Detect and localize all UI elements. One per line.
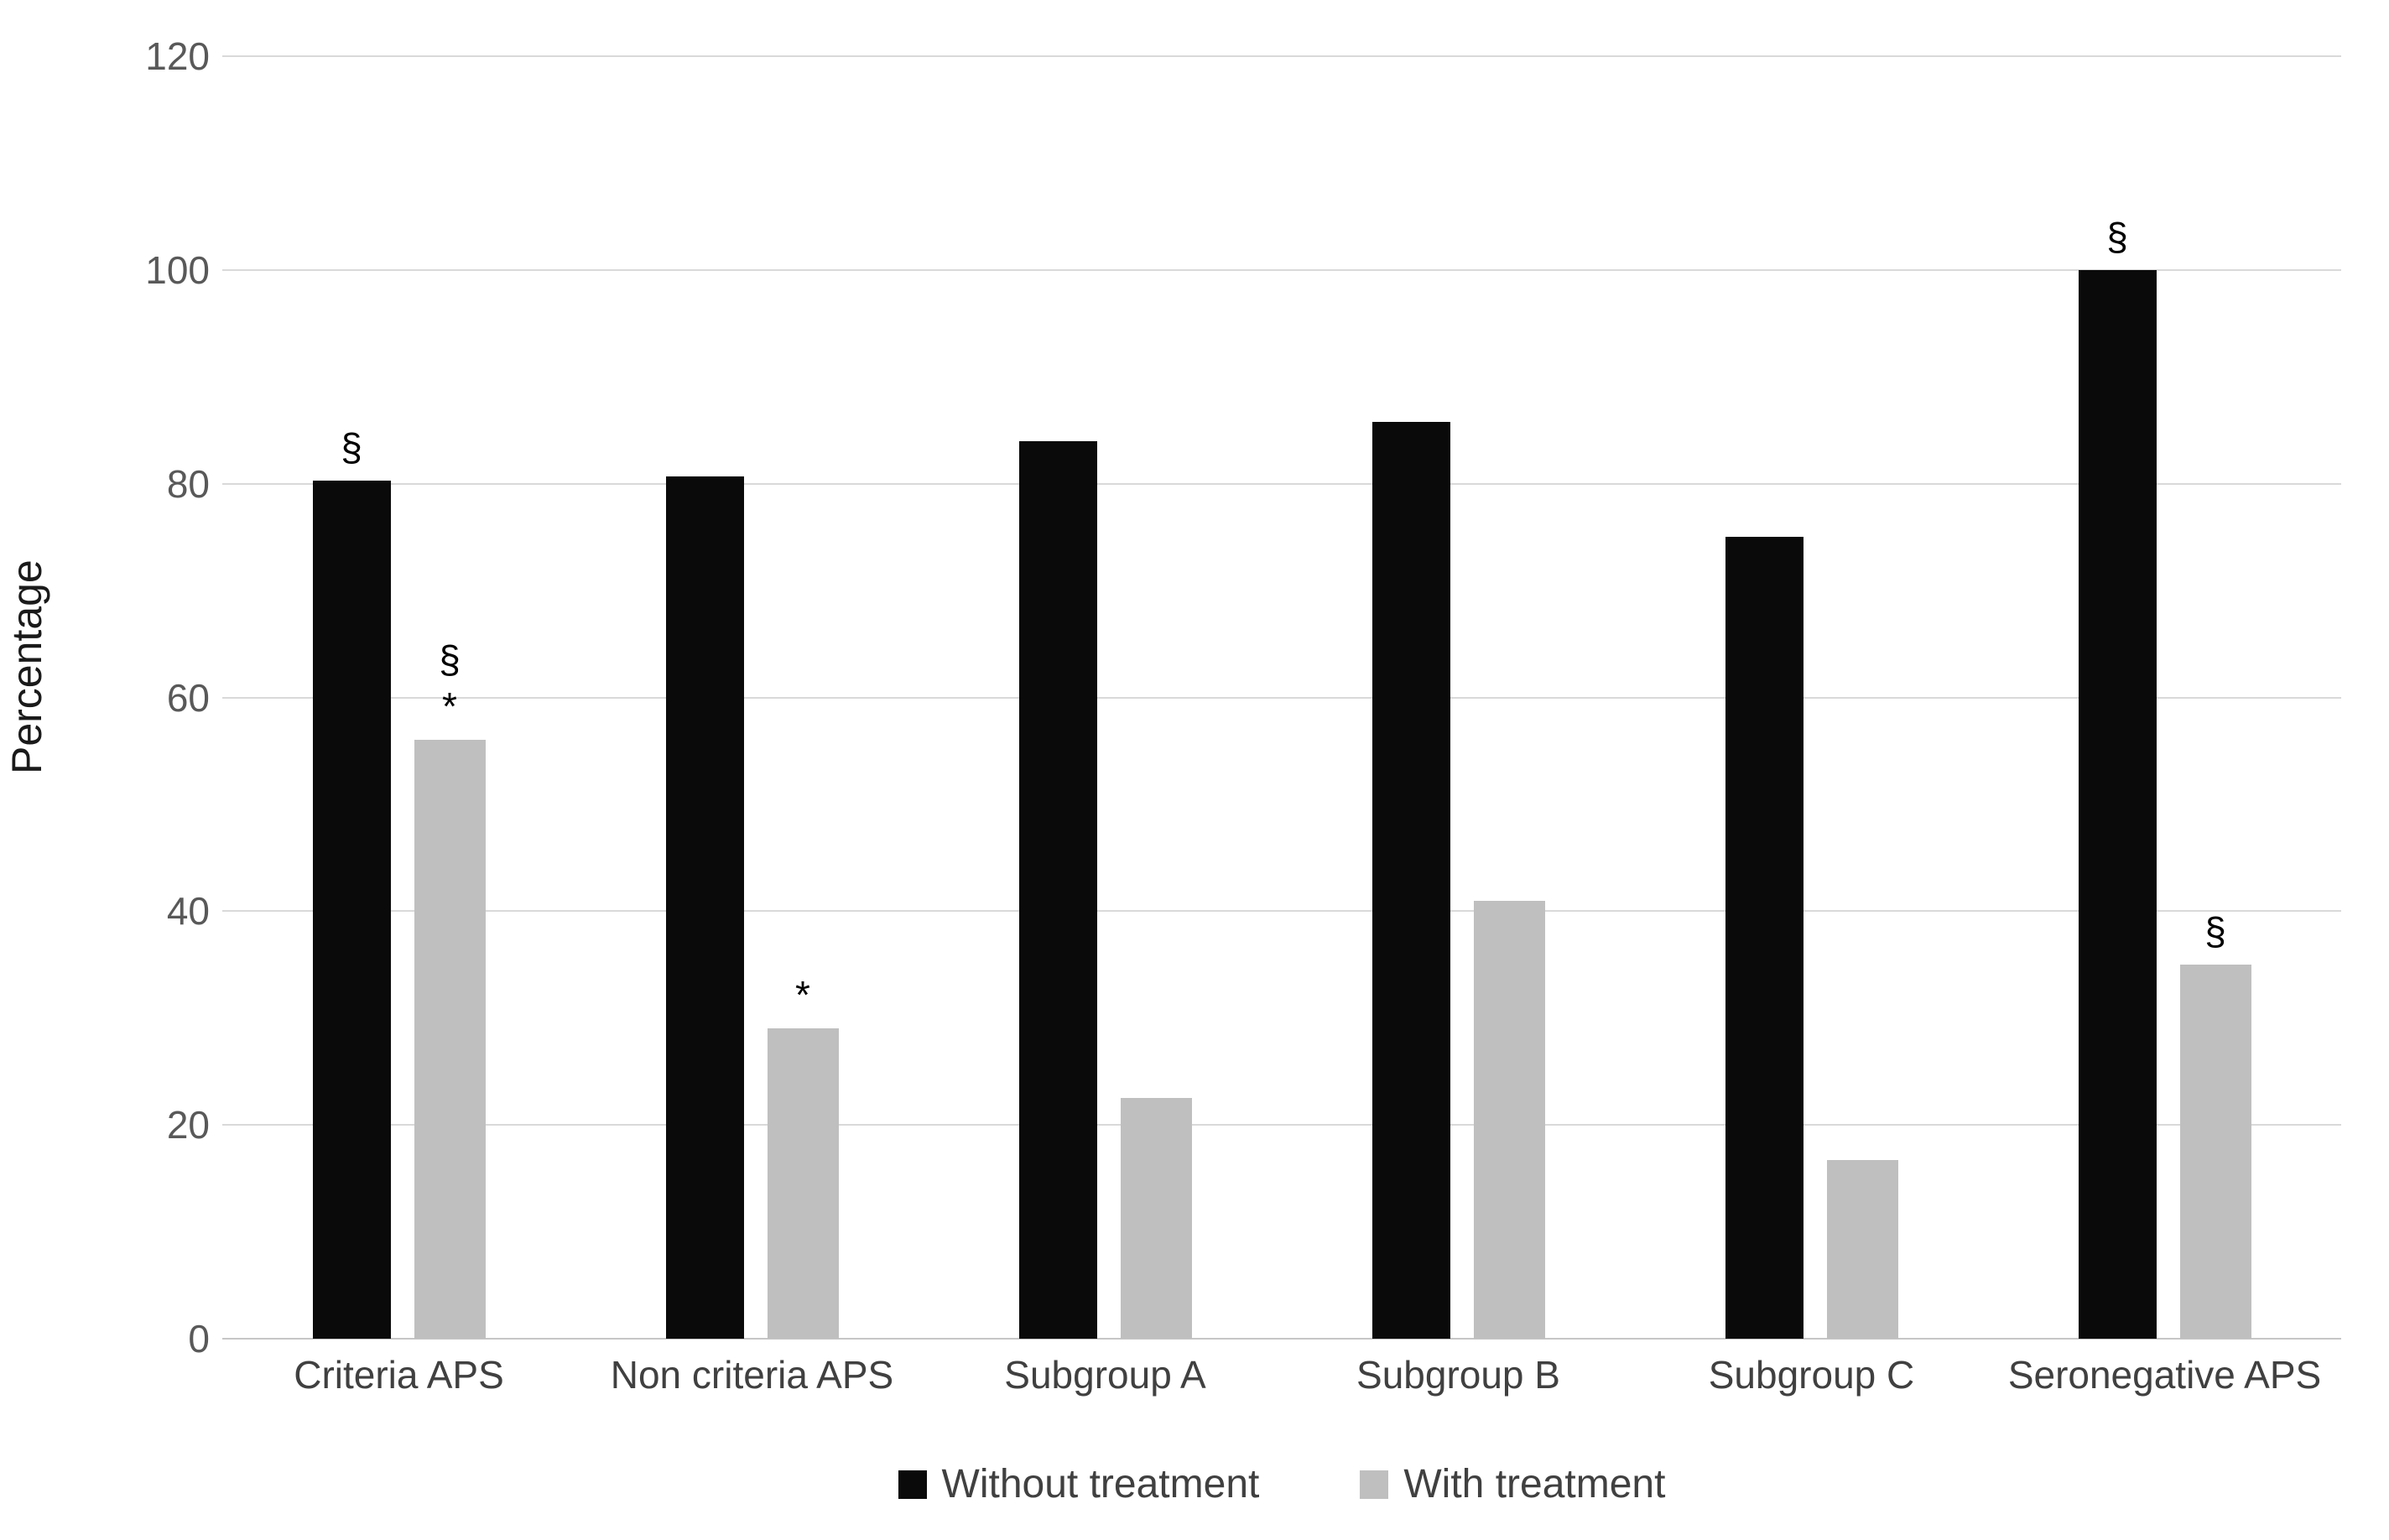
bars-layer: § § * * § § bbox=[222, 56, 2341, 1339]
x-category-label-1: Non criteria APS bbox=[610, 1353, 894, 1397]
bar-rect bbox=[1018, 441, 1097, 1339]
significance-symbols: § bbox=[2204, 908, 2226, 955]
bar-pair bbox=[1371, 422, 1545, 1339]
legend-item-with-treatment: With treatment bbox=[1360, 1461, 1665, 1507]
significance-symbols: § * bbox=[439, 636, 461, 730]
significance-symbols: § bbox=[341, 424, 362, 471]
gridline-20 bbox=[222, 1124, 2341, 1126]
bar-rect bbox=[1473, 901, 1545, 1339]
gridline-60 bbox=[222, 696, 2341, 699]
bar-without-treatment-5: § bbox=[2078, 215, 2157, 1339]
gridline-0 bbox=[222, 1338, 2341, 1340]
bar-pair bbox=[1725, 537, 1898, 1339]
bar-rect bbox=[665, 476, 744, 1339]
y-tick-20: 20 bbox=[166, 1103, 210, 1147]
legend-item-without-treatment: Without treatment bbox=[898, 1461, 1260, 1507]
bar-pair: § § * bbox=[312, 425, 486, 1339]
bar-rect bbox=[2078, 270, 2157, 1339]
bar-with-treatment-2 bbox=[1120, 1098, 1192, 1339]
gridline-100 bbox=[222, 268, 2341, 271]
section-symbol: § bbox=[2204, 909, 2226, 953]
gridline-80 bbox=[222, 482, 2341, 485]
y-axis-title: Percentage bbox=[3, 559, 50, 774]
bar-with-treatment-1: * bbox=[767, 973, 839, 1339]
bar-rect bbox=[1120, 1098, 1192, 1339]
legend-label: With treatment bbox=[1403, 1462, 1666, 1506]
bar-without-treatment-2 bbox=[1018, 441, 1097, 1339]
x-category-label-2: Subgroup A bbox=[1004, 1353, 1206, 1397]
gridline-120 bbox=[222, 55, 2341, 57]
legend-label: Without treatment bbox=[941, 1462, 1260, 1506]
section-symbol: § bbox=[2106, 215, 2128, 258]
category-group-2 bbox=[929, 56, 1282, 1339]
x-category-label-3: Subgroup B bbox=[1356, 1353, 1560, 1397]
bar-rect bbox=[767, 1028, 839, 1339]
category-group-4 bbox=[1635, 56, 1988, 1339]
bar-pair: * bbox=[665, 476, 839, 1339]
category-group-1: * bbox=[575, 56, 929, 1339]
bar-without-treatment-1 bbox=[665, 476, 744, 1339]
y-tick-0: 0 bbox=[188, 1317, 210, 1361]
y-tick-100: 100 bbox=[145, 247, 210, 292]
bar-rect bbox=[2179, 965, 2251, 1339]
bar-pair: § § bbox=[2078, 215, 2251, 1339]
y-tick-60: 60 bbox=[166, 675, 210, 720]
x-category-label-0: Criteria APS bbox=[294, 1353, 504, 1397]
x-category-label-5: Seronegative APS bbox=[2007, 1353, 2322, 1397]
significance-symbols: § bbox=[2106, 213, 2128, 260]
bar-with-treatment-5: § bbox=[2179, 909, 2251, 1339]
x-category-label-4: Subgroup C bbox=[1708, 1353, 1915, 1397]
bar-rect bbox=[414, 740, 486, 1339]
legend: Without treatment With treatment bbox=[222, 1461, 2341, 1507]
section-symbol: § bbox=[341, 425, 362, 469]
x-axis-labels: Criteria APS Non criteria APS Subgroup A Su… bbox=[222, 1352, 2341, 1397]
bar-with-treatment-0: § * bbox=[414, 637, 486, 1339]
bar-with-treatment-3 bbox=[1473, 901, 1545, 1339]
legend-swatch bbox=[898, 1470, 927, 1499]
bar-rect bbox=[312, 481, 391, 1339]
bar-rect bbox=[1371, 422, 1450, 1339]
section-symbol: § bbox=[439, 637, 461, 681]
asterisk-symbol: * bbox=[442, 684, 457, 728]
legend-swatch bbox=[1360, 1470, 1389, 1499]
significance-symbols: * bbox=[795, 971, 810, 1018]
bar-with-treatment-4 bbox=[1826, 1160, 1898, 1339]
category-group-3 bbox=[1282, 56, 1635, 1339]
y-tick-120: 120 bbox=[145, 34, 210, 78]
bar-rect bbox=[1725, 537, 1803, 1339]
bar-without-treatment-3 bbox=[1371, 422, 1450, 1339]
y-tick-80: 80 bbox=[166, 461, 210, 506]
gridline-40 bbox=[222, 910, 2341, 913]
bar-without-treatment-0: § bbox=[312, 425, 391, 1339]
category-group-0: § § * bbox=[222, 56, 575, 1339]
y-tick-40: 40 bbox=[166, 889, 210, 934]
bar-rect bbox=[1826, 1160, 1898, 1339]
bar-pair bbox=[1018, 441, 1192, 1339]
category-group-5: § § bbox=[1988, 56, 2341, 1339]
asterisk-symbol: * bbox=[795, 973, 810, 1017]
plot-area bbox=[222, 55, 2341, 1340]
bar-without-treatment-4 bbox=[1725, 537, 1803, 1339]
